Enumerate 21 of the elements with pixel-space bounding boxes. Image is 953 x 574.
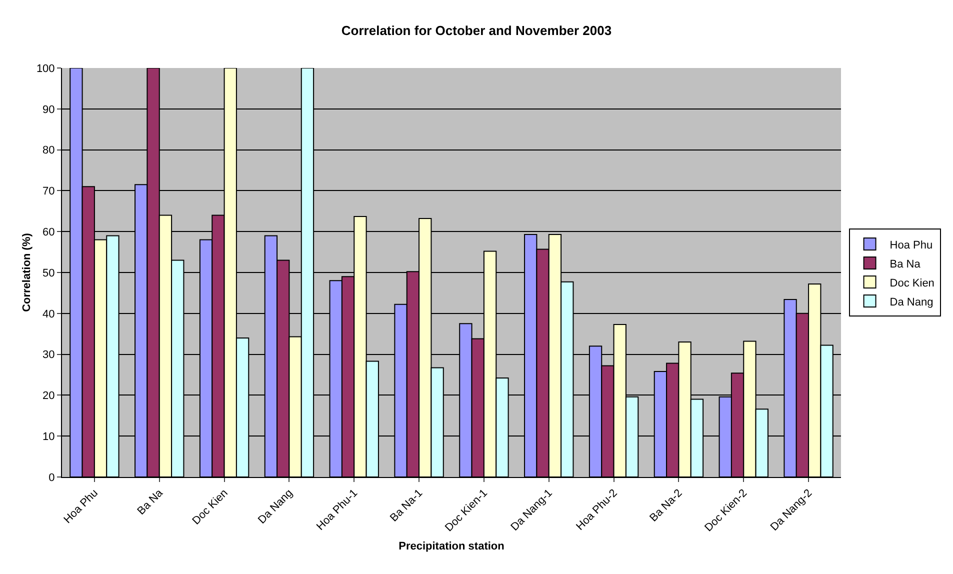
y-tick-label: 60 [42,226,55,238]
y-tick-label: 0 [48,472,55,484]
y-axis-title: Correlation (%) [21,232,33,312]
y-tick-label: 20 [42,390,55,402]
y-tick-label: 80 [42,144,55,157]
y-tick-label: 40 [42,308,55,320]
chart-title: Correlation for October and November 2003 [341,22,612,38]
legend-label: Doc Kien [890,277,934,290]
y-tick-label: 70 [42,186,55,198]
x-tick-label: Ba Na [135,486,166,518]
x-axis-title: Precipitation station [398,540,505,552]
legend-label: Ba Na [890,258,922,270]
y-tick-label: 100 [36,62,55,75]
legend-label: Da Nang [890,296,934,308]
legend-label: Hoa Phu [890,239,933,252]
y-tick-label: 50 [42,267,55,280]
y-tick-label: 30 [42,349,55,362]
x-tick-label: Hoa Phu [62,487,100,526]
y-tick-label: 90 [42,104,55,116]
x-tick-label: Doc Kien [190,487,230,528]
y-tick-label: 10 [42,430,55,443]
